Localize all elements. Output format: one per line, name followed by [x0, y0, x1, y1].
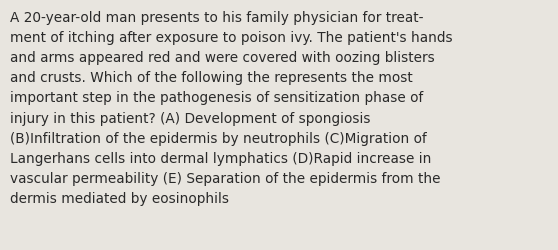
Text: A 20-year-old man presents to his family physician for treat-
ment of itching af: A 20-year-old man presents to his family…: [10, 11, 453, 205]
